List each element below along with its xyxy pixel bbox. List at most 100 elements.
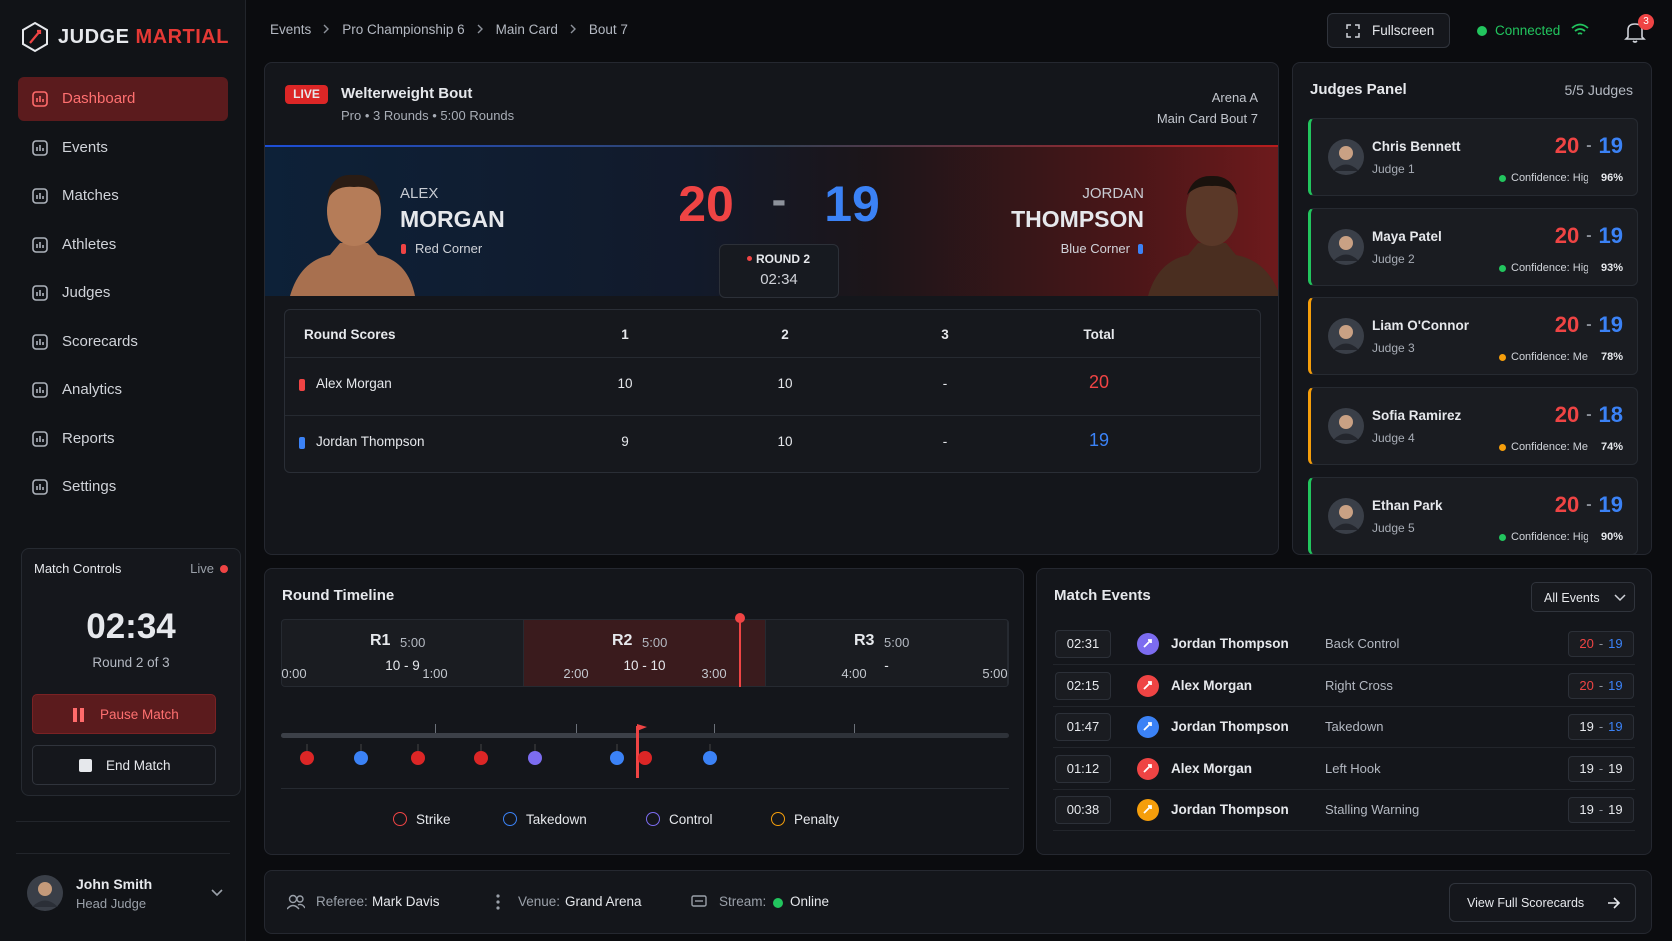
head [1186, 176, 1238, 246]
round-score: 10 [777, 434, 793, 449]
icon [691, 895, 707, 907]
avatar-wrap [1327, 138, 1365, 181]
nav-icon-wrap [31, 90, 49, 113]
takedown-marker [610, 751, 624, 765]
hero-accent [265, 145, 1278, 147]
score-separator: - [1598, 636, 1604, 651]
red-last-name: MORGAN [400, 206, 505, 232]
bout-title: Welterweight Bout [341, 85, 473, 102]
round-segments: R1 5:00 10 - 9 R2 5:00 10 - 10 R3 5:00 - [281, 619, 1009, 687]
event-icon-wrap [1136, 798, 1160, 827]
icon [36, 144, 44, 151]
bell-icon[interactable] [1624, 20, 1646, 44]
judges-count: 5/5 Judges [1564, 82, 1634, 98]
score-separator: - [1598, 802, 1604, 818]
nav-icon-wrap [31, 139, 49, 162]
marker [610, 744, 624, 765]
chevron [477, 24, 483, 34]
fullscreen-button[interactable]: Fullscreen [1327, 13, 1450, 48]
blue-corner-mark [1138, 244, 1143, 254]
round-segment[interactable]: R2 5:00 10 - 10 [524, 620, 766, 686]
confidence: Confidence: High [1511, 530, 1588, 543]
round-segment[interactable]: R3 5:00 - [766, 620, 1008, 686]
legend-label: Strike [416, 812, 451, 827]
timeline-title: Round Timeline [282, 587, 395, 604]
nav-icon [32, 236, 48, 253]
nav-label: Matches [62, 187, 119, 204]
breadcrumb: Events Pro Championship 6 Main Card Bout 7 [270, 22, 628, 42]
legend-swatch [503, 812, 517, 826]
bout-card: LIVE Welterweight Bout Pro • 3 Rounds • … [264, 62, 1279, 555]
nav-item[interactable]: Dashboard [18, 77, 228, 121]
nav-item[interactable]: Athletes [18, 223, 228, 267]
divider [16, 821, 230, 822]
nav-item[interactable]: Events [18, 126, 228, 170]
end-button[interactable]: End Match [32, 745, 216, 785]
blue-fighter-photo [1148, 175, 1278, 296]
event-divider [1053, 664, 1635, 665]
divider [16, 853, 230, 854]
nav-item[interactable]: Settings [18, 465, 228, 509]
nav-item[interactable]: Matches [18, 174, 228, 218]
score-separator: - [1586, 406, 1592, 424]
total-score: 20 [1088, 372, 1110, 392]
breadcrumb-item[interactable]: Main Card [495, 22, 558, 37]
events-filter[interactable]: All Events [1531, 582, 1635, 612]
breadcrumb-separator [477, 22, 484, 37]
user-menu-chevron[interactable] [210, 888, 224, 898]
icon [32, 188, 48, 204]
shoulders [290, 243, 415, 296]
chevron [211, 889, 223, 897]
blue-score: 19 [1598, 491, 1623, 517]
nav-item[interactable]: Judges [18, 271, 228, 315]
breadcrumb-item[interactable]: Pro Championship 6 [342, 22, 465, 37]
logo-mark [29, 29, 42, 44]
nav-item[interactable]: Analytics [18, 368, 228, 412]
round-clock: 02:34 [760, 271, 798, 288]
blue-last-name: THOMPSON [1011, 206, 1144, 232]
icon [36, 241, 44, 248]
nav-icon [32, 91, 48, 107]
venue: Grand Arena [565, 894, 642, 909]
avatar-wrap [1327, 317, 1365, 360]
event-icon [1137, 799, 1159, 822]
red-first-name: ALEX [400, 185, 439, 202]
event-score: 19-19 [1568, 714, 1634, 741]
breadcrumb-item[interactable]: Events [270, 22, 312, 37]
legend-label: Takedown [526, 812, 587, 827]
event-time: 02:31 [1055, 630, 1111, 658]
score-separator: - [1586, 137, 1592, 154]
nav-item[interactable]: Scorecards [18, 320, 228, 364]
score-separator: - [1598, 719, 1604, 735]
view-scorecards-button[interactable]: View Full Scorecards [1449, 883, 1636, 922]
event-icon [1137, 716, 1159, 739]
table-header: 3 [941, 327, 949, 342]
event-action: Left Hook [1325, 760, 1381, 776]
event-icon-wrap [1136, 757, 1160, 786]
arrow-icon [1608, 897, 1621, 909]
round-scores-table: Round Scores 1 2 3 Total Alex Morgan 10 10 - 20 Jo… [284, 309, 1261, 473]
round-segment[interactable]: R1 5:00 10 - 9 [282, 620, 524, 686]
judge-avatar [1328, 408, 1364, 445]
judge-role: Judge 4 [1372, 431, 1415, 446]
row-color [299, 437, 305, 449]
stream-dot [773, 898, 783, 908]
judge-name: Maya Patel [1372, 228, 1442, 244]
needle [636, 726, 639, 778]
event-blue-score: 19 [1608, 802, 1623, 818]
judge-card: Chris Bennett Judge 1 20-19 Confidence: Hig… [1308, 118, 1638, 196]
nav-icon-wrap [31, 333, 49, 356]
breadcrumb-item[interactable]: Bout 7 [588, 22, 628, 37]
nav-item[interactable]: Reports [18, 417, 228, 461]
card-name: Main Card Bout 7 [1156, 111, 1258, 126]
icon [287, 903, 305, 910]
avatar-head [1339, 235, 1353, 250]
pause-button[interactable]: Pause Match [32, 694, 216, 734]
confidence-dot [1499, 354, 1506, 362]
round-timeline: Round Timeline R1 5:00 10 - 9 R2 5:00 10 - 10… [264, 568, 1024, 855]
judge-card: Ethan Park Judge 5 20-19 Confidence: High 90… [1308, 476, 1638, 555]
red-score: 20 [1554, 491, 1580, 517]
nav-icon [32, 285, 48, 301]
hair [327, 174, 381, 201]
icon [296, 895, 304, 903]
